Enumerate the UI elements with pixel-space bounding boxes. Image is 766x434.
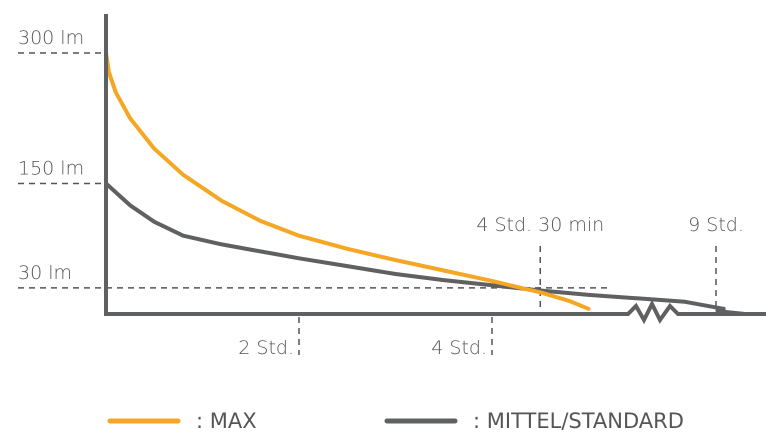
x-tick-label: 4 Std. [431, 337, 487, 359]
legend: : MAX : MITTEL/STANDARD [107, 409, 684, 433]
runtime-marker-label: 9 Std. [688, 214, 744, 236]
legend-label-mittel-standard: : MITTEL/STANDARD [473, 409, 684, 433]
runtime-marker-label: 4 Std. 30 min [476, 214, 604, 236]
y-tick-label: 150 lm [18, 158, 84, 180]
tick-labels: 300 lm 150 lm 30 lm 2 Std. 4 Std. 4 Std. 30 m… [18, 27, 744, 359]
legend-label-max: : MAX [196, 409, 257, 433]
x-tick-label: 2 Std. [238, 337, 294, 359]
series-line-max [104, 51, 591, 311]
series-layer [104, 51, 747, 316]
y-tick-label: 30 lm [18, 262, 72, 284]
x-axis [106, 299, 766, 325]
y-tick-label: 300 lm [18, 27, 84, 49]
reference-lines [18, 52, 717, 355]
axes [104, 14, 766, 325]
series-line-mittel-standard [104, 181, 726, 311]
